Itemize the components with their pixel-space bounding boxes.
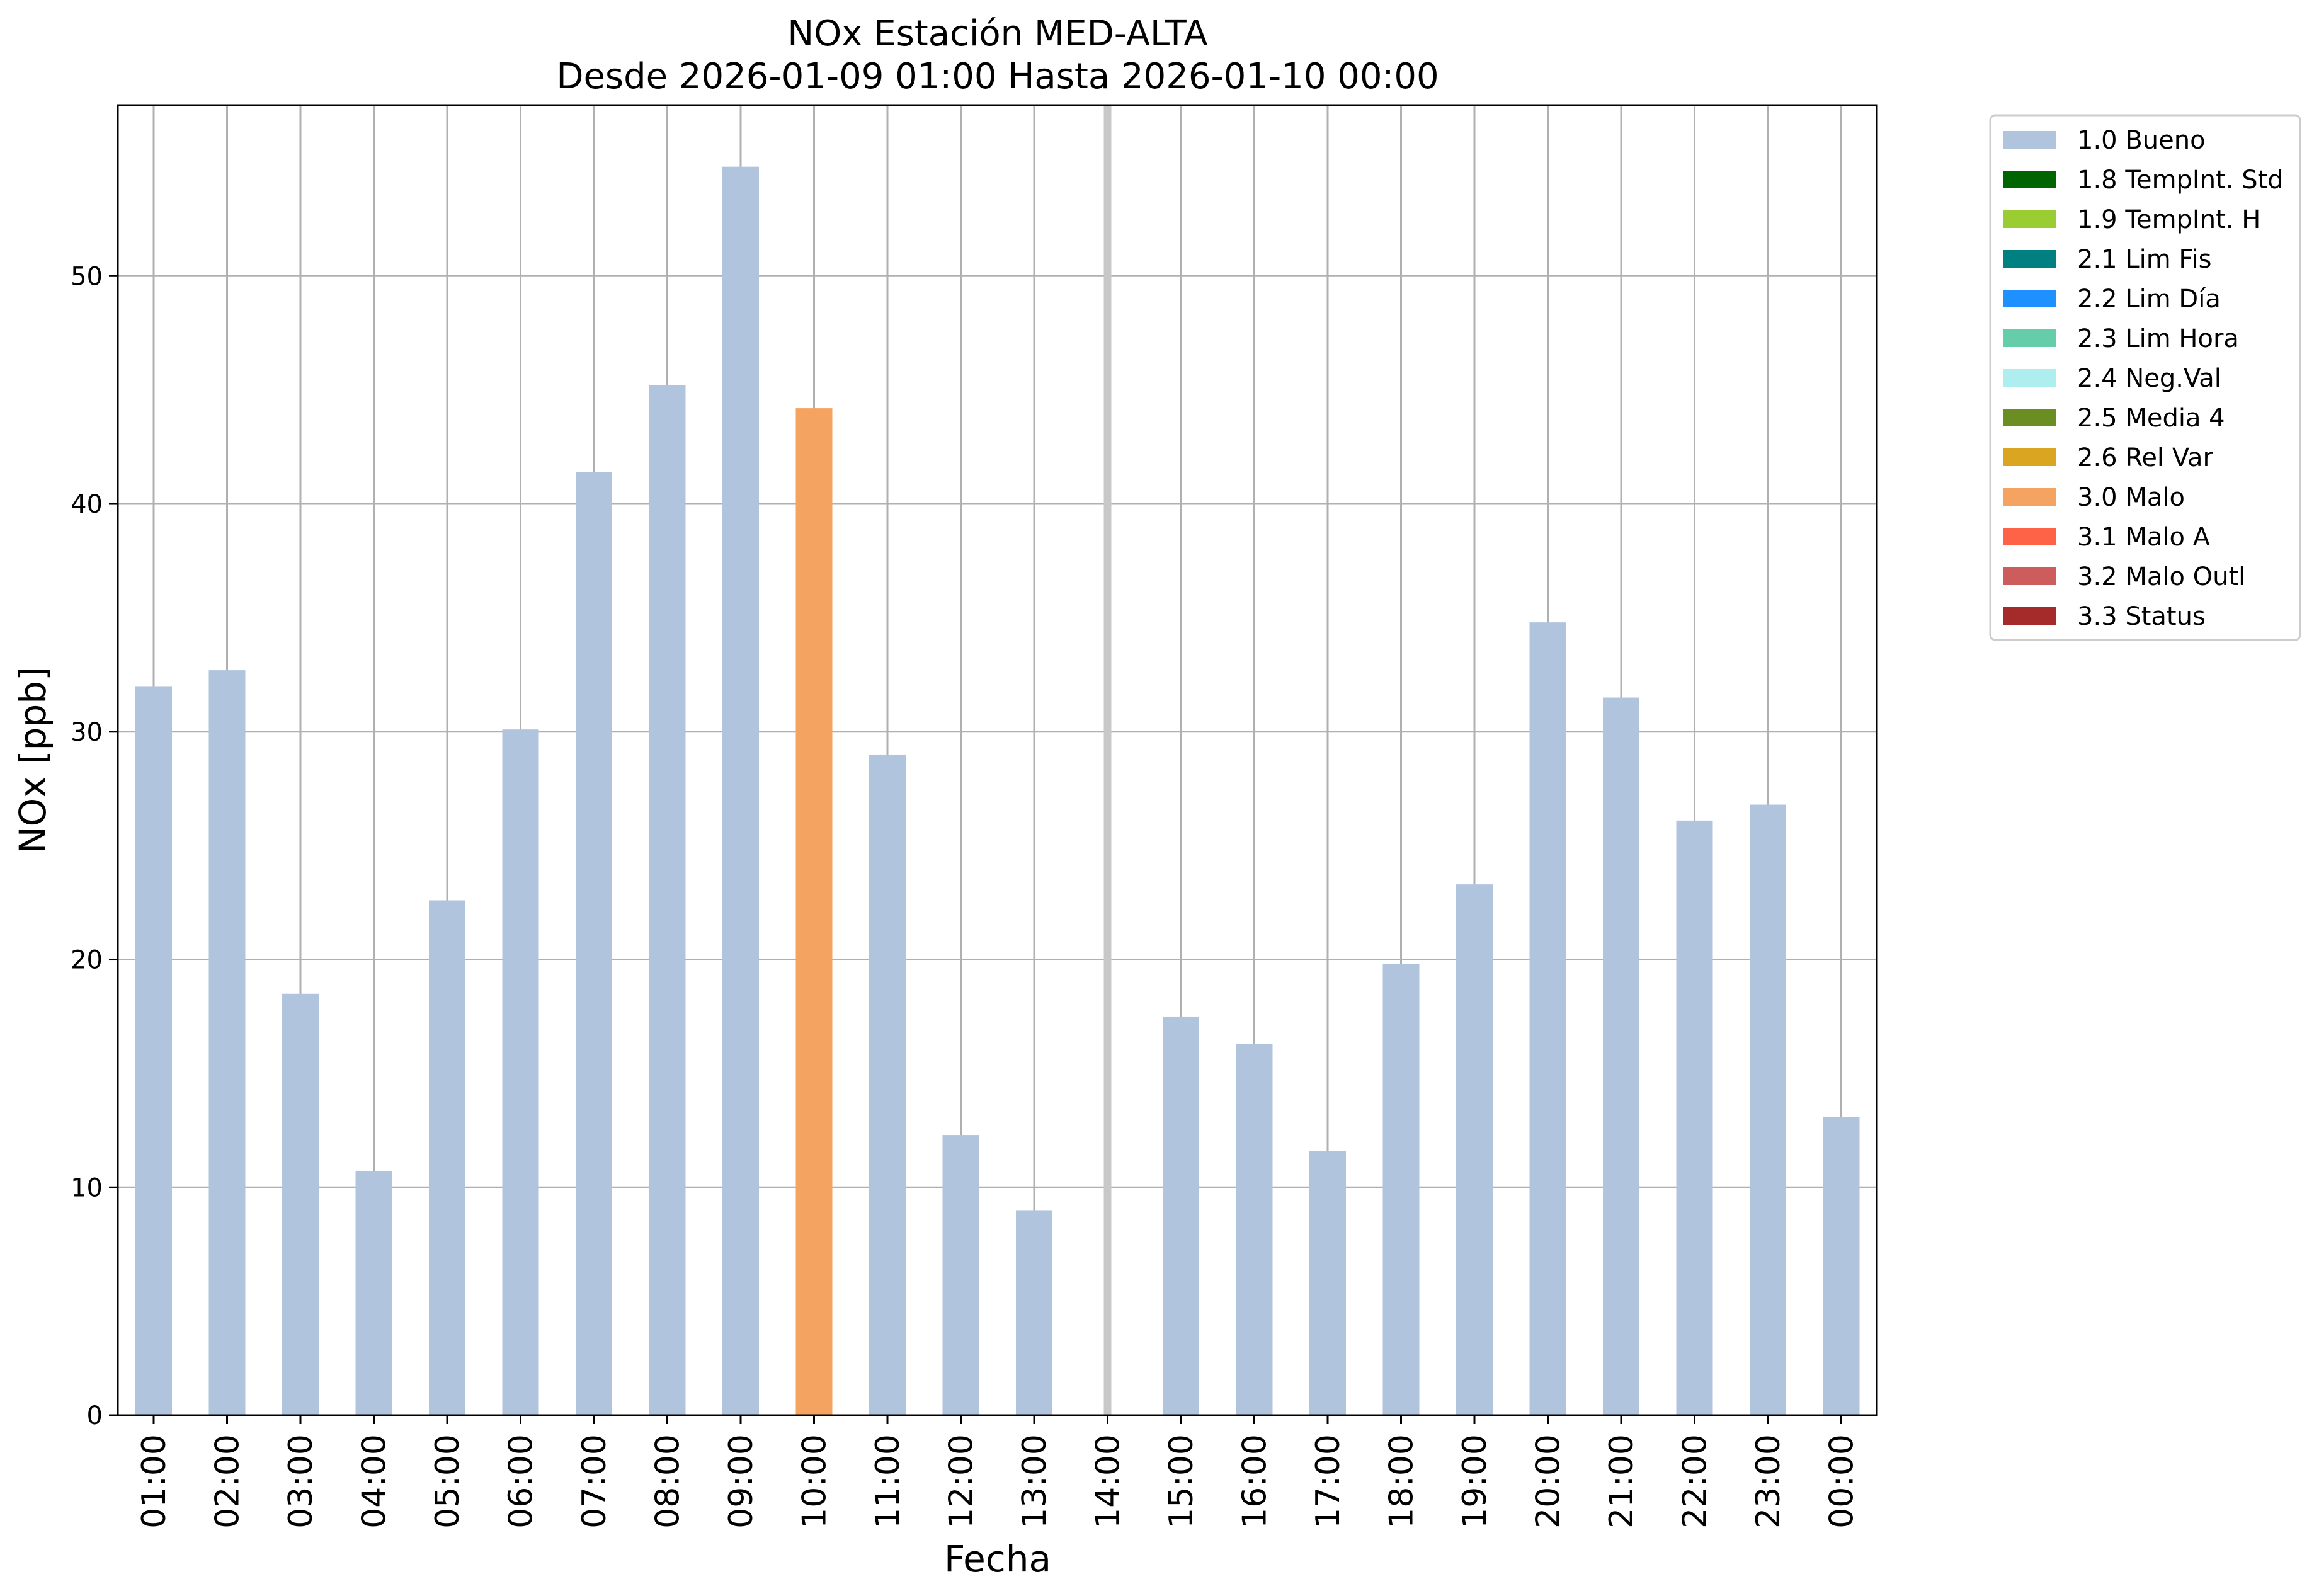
missing-data-marker: [1103, 105, 1112, 1415]
bar-2000: [1529, 622, 1566, 1415]
y-tick-label: 50: [71, 262, 103, 291]
legend-label: 2.1 Lim Fis: [2077, 245, 2211, 274]
legend-swatch: [2003, 488, 2056, 506]
x-tick-label: 06:00: [503, 1434, 540, 1529]
chart-title: NOx Estación MED-ALTA: [787, 13, 1207, 54]
legend-swatch: [2003, 607, 2056, 625]
y-axis-label: NOx [ppb]: [11, 666, 54, 854]
x-tick-label: 23:00: [1750, 1434, 1787, 1529]
legend-label: 1.0 Bueno: [2077, 126, 2206, 155]
x-tick-label: 22:00: [1677, 1434, 1714, 1529]
bar-0300: [282, 993, 319, 1415]
x-tick-label: 13:00: [1016, 1434, 1054, 1529]
legend-swatch: [2003, 528, 2056, 545]
legend-label: 3.2 Malo Outl: [2077, 562, 2245, 591]
x-tick-label: 04:00: [356, 1434, 394, 1529]
legend: 1.0 Bueno 1.8 TempInt. Std 1.9 TempInt. H 2…: [1989, 114, 2301, 641]
x-tick-label: 02:00: [209, 1434, 247, 1529]
bar-1700: [1309, 1151, 1346, 1415]
x-tick-label: 18:00: [1383, 1434, 1421, 1529]
x-tick-label: 03:00: [282, 1434, 320, 1529]
legend-label: 3.3 Status: [2077, 602, 2206, 631]
bar-1900: [1456, 884, 1493, 1415]
legend-swatch: [2003, 369, 2056, 387]
legend-swatch: [2003, 250, 2056, 268]
legend-label: 2.5 Media 4: [2077, 404, 2225, 433]
legend-swatch: [2003, 131, 2056, 149]
missing-data-markers: [1103, 105, 1112, 1415]
bar-0100: [135, 686, 172, 1415]
bar-1200: [942, 1135, 979, 1415]
bar-2200: [1676, 820, 1713, 1415]
x-tick-label: 01:00: [135, 1434, 173, 1529]
bar-series: [135, 166, 1860, 1415]
y-tick-label: 40: [71, 490, 103, 519]
bar-0400: [355, 1171, 392, 1415]
bar-0700: [576, 472, 612, 1415]
legend-box: [1989, 114, 2301, 641]
legend-items: 1.0 Bueno 1.8 TempInt. Std 1.9 TempInt. H 2…: [2003, 126, 2284, 631]
bar-0200: [208, 670, 246, 1415]
bar-0800: [649, 385, 686, 1415]
legend-label: 2.3 Lim Hora: [2077, 324, 2239, 353]
legend-swatch: [2003, 171, 2056, 188]
legend-label: 1.9 TempInt. H: [2077, 205, 2260, 234]
bar-1100: [869, 754, 906, 1415]
bar-1000: [795, 408, 833, 1415]
x-tick-label: 12:00: [943, 1434, 981, 1529]
legend-label: 3.0 Malo: [2077, 483, 2185, 512]
plot-frame: [117, 104, 1878, 1416]
legend-swatch: [2003, 567, 2056, 585]
bar-2300: [1750, 804, 1786, 1415]
bar-1500: [1163, 1016, 1199, 1415]
x-tick-label: 15:00: [1163, 1434, 1200, 1529]
bar-1300: [1016, 1210, 1052, 1415]
x-tick-label: 05:00: [429, 1434, 467, 1529]
x-axis-label: Fecha: [944, 1537, 1051, 1580]
bar-0900: [722, 166, 759, 1415]
x-tick-label: 00:00: [1823, 1434, 1861, 1529]
bar-1600: [1236, 1044, 1273, 1415]
legend-swatch: [2003, 210, 2056, 228]
legend-label: 3.1 Malo A: [2077, 523, 2211, 552]
legend-label: 2.6 Rel Var: [2077, 443, 2214, 472]
x-tick-label: 08:00: [649, 1434, 687, 1529]
x-tick-label: 20:00: [1530, 1434, 1568, 1529]
legend-label: 1.8 TempInt. Std: [2077, 166, 2284, 195]
legend-label: 2.2 Lim Día: [2077, 285, 2221, 314]
y-tick-label: 20: [71, 946, 103, 975]
x-axis-ticks: 01:00 02:00 03:00 04:00 05:00 06:00 07:00 08:00…: [135, 1415, 1861, 1529]
legend-swatch: [2003, 448, 2056, 466]
x-tick-label: 11:00: [869, 1434, 907, 1529]
y-tick-label: 0: [87, 1401, 103, 1430]
legend-swatch: [2003, 409, 2056, 426]
bar-1800: [1382, 964, 1420, 1415]
legend-label: 2.4 Neg.Val: [2077, 364, 2221, 393]
y-axis-ticks: 0 10 20 30 40 50: [71, 262, 118, 1430]
x-tick-label: 17:00: [1309, 1434, 1347, 1529]
x-tick-label: 09:00: [722, 1434, 760, 1529]
bar-0000: [1823, 1117, 1860, 1415]
x-tick-label: 10:00: [796, 1434, 834, 1529]
y-tick-label: 10: [71, 1173, 103, 1202]
y-tick-label: 30: [71, 718, 103, 747]
bar-2100: [1603, 697, 1639, 1415]
x-tick-label: 21:00: [1603, 1434, 1641, 1529]
x-tick-label: 19:00: [1456, 1434, 1494, 1529]
chart-subtitle: Desde 2026-01-09 01:00 Hasta 2026-01-10 …: [556, 56, 1439, 97]
bar-0500: [429, 900, 465, 1415]
x-tick-label: 07:00: [576, 1434, 613, 1529]
x-tick-label: 16:00: [1236, 1434, 1274, 1529]
x-tick-label: 14:00: [1090, 1434, 1127, 1529]
bar-0600: [502, 729, 539, 1415]
legend-swatch: [2003, 329, 2056, 347]
legend-swatch: [2003, 290, 2056, 307]
